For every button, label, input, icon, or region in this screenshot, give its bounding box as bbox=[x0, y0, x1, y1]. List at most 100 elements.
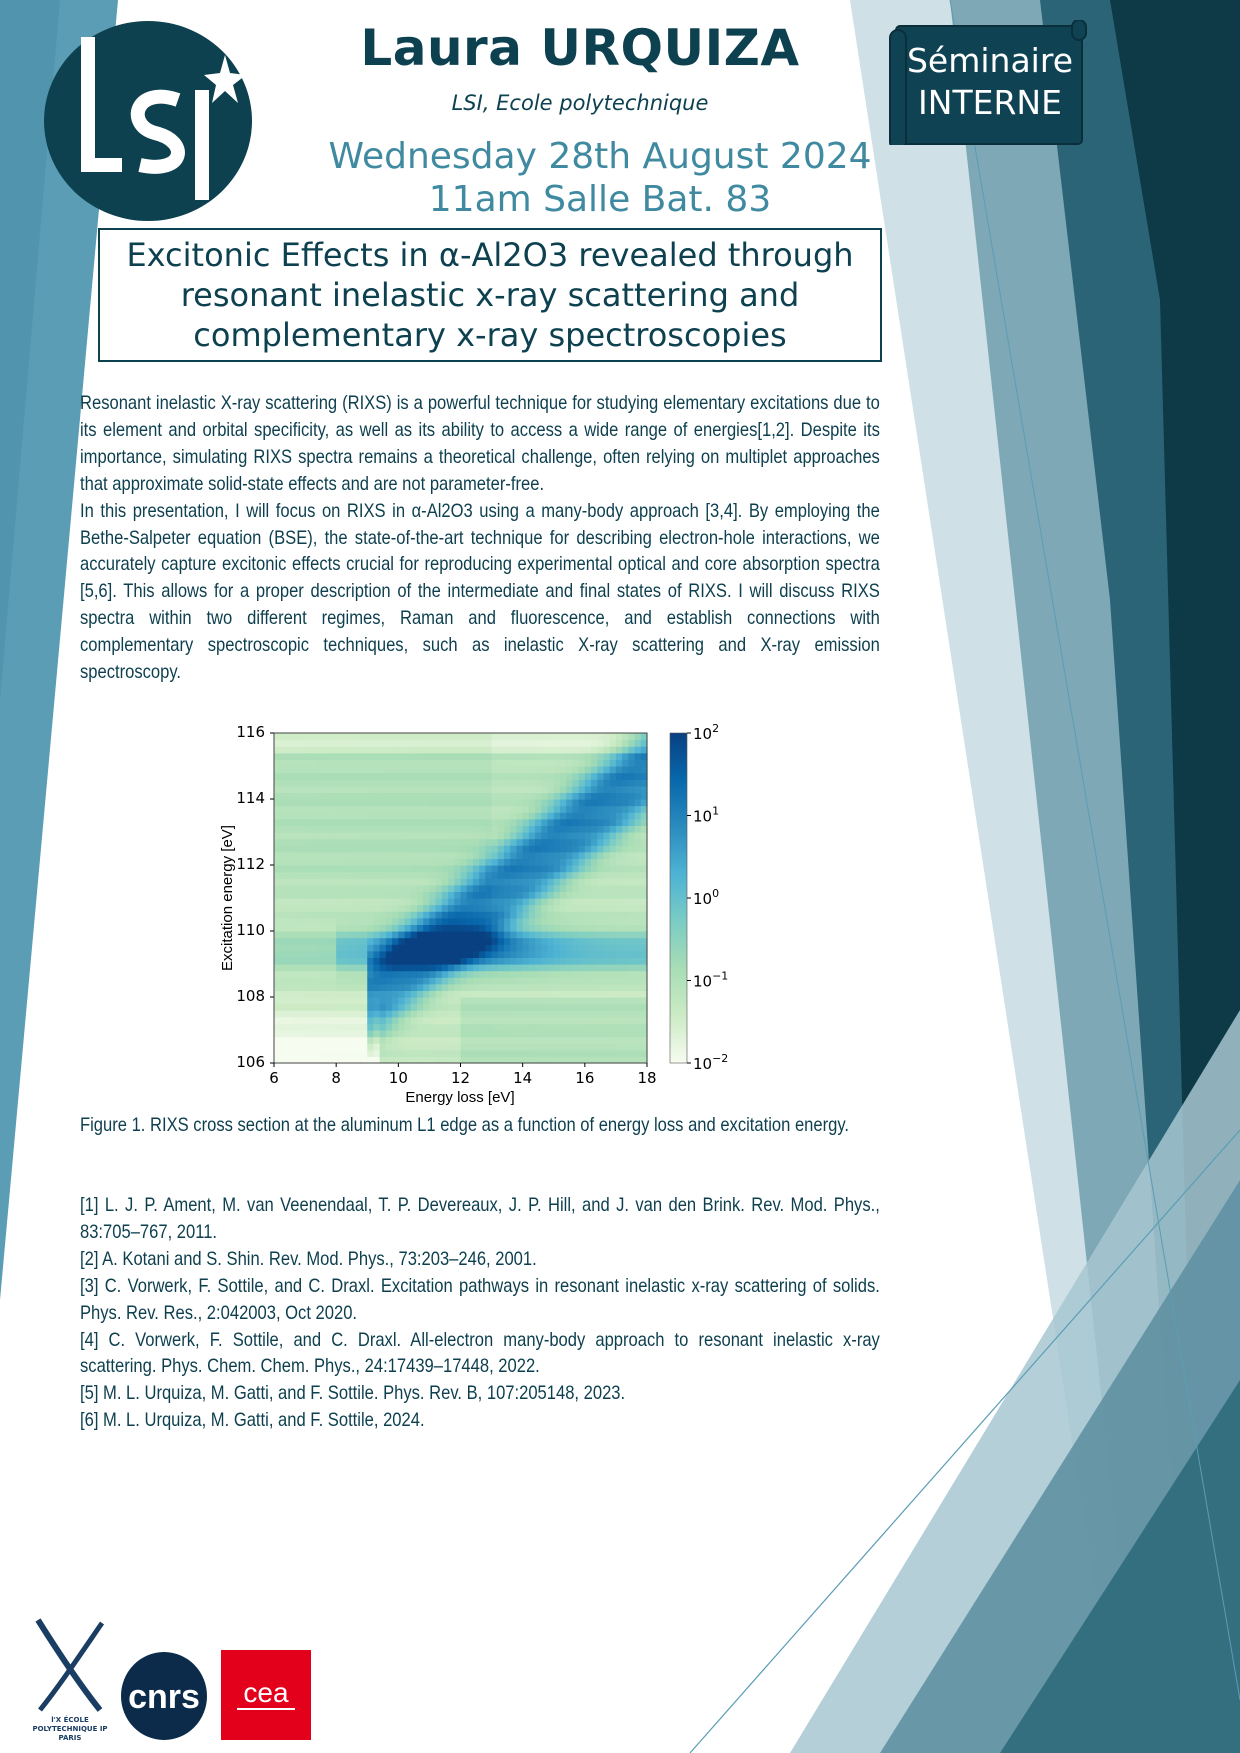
heatmap-cell bbox=[479, 898, 486, 906]
heatmap-cell bbox=[497, 733, 505, 741]
heatmap-cell bbox=[541, 997, 549, 1005]
heatmap-cell bbox=[423, 1003, 431, 1011]
heatmap-cell bbox=[429, 904, 437, 912]
heatmap-cell bbox=[584, 792, 592, 800]
colorbar-tick-label: 102 bbox=[693, 722, 719, 743]
heatmap-cell bbox=[541, 1056, 549, 1064]
heatmap-cell bbox=[528, 812, 536, 820]
heatmap-cell bbox=[441, 818, 449, 826]
heatmap-cell bbox=[516, 1056, 524, 1064]
heatmap-cell bbox=[541, 838, 549, 846]
heatmap-cell bbox=[516, 871, 524, 879]
heatmap-cell bbox=[634, 1010, 642, 1018]
heatmap-cell bbox=[615, 845, 623, 853]
heatmap-cell bbox=[423, 884, 431, 892]
heatmap-cell bbox=[553, 838, 561, 846]
heatmap-cell bbox=[510, 970, 518, 978]
heatmap-cell bbox=[510, 911, 518, 919]
heatmap-cell bbox=[441, 752, 449, 760]
heatmap-cell bbox=[597, 957, 605, 965]
heatmap-cell bbox=[504, 825, 511, 833]
heatmap-cell bbox=[323, 818, 331, 826]
heatmap-cell bbox=[572, 838, 580, 846]
heatmap-cell bbox=[280, 970, 288, 978]
heatmap-cell bbox=[485, 865, 493, 873]
heatmap-cell bbox=[597, 865, 605, 873]
heatmap-cell bbox=[547, 871, 555, 879]
heatmap-cell bbox=[423, 944, 431, 952]
heatmap-cell bbox=[522, 812, 530, 820]
heatmap-cell bbox=[609, 772, 617, 780]
heatmap-cell bbox=[640, 858, 648, 866]
heatmap-cell bbox=[410, 1036, 418, 1044]
heatmap-cell bbox=[522, 983, 530, 991]
heatmap-cell bbox=[274, 944, 281, 952]
heatmap-cell bbox=[584, 1036, 592, 1044]
heatmap-cell bbox=[566, 818, 573, 826]
heatmap-cell bbox=[516, 772, 524, 780]
heatmap-cell bbox=[597, 851, 605, 859]
heatmap-cell bbox=[634, 957, 642, 965]
heatmap-cell bbox=[491, 818, 499, 826]
heatmap-cell bbox=[510, 1030, 518, 1038]
heatmap-cell bbox=[286, 911, 294, 919]
heatmap-cell bbox=[298, 766, 306, 774]
heatmap-cell bbox=[292, 746, 300, 754]
heatmap-cell bbox=[348, 911, 356, 919]
heatmap-cell bbox=[497, 917, 505, 925]
heatmap-cell bbox=[497, 1010, 505, 1018]
heatmap-cell bbox=[615, 950, 623, 958]
heatmap-cell bbox=[323, 931, 331, 939]
heatmap-cell bbox=[354, 891, 362, 899]
heatmap-cell bbox=[460, 983, 468, 991]
heatmap-cell bbox=[535, 752, 542, 760]
heatmap-cell bbox=[603, 792, 611, 800]
heatmap-cell bbox=[280, 746, 288, 754]
reference-item: [2] A. Kotani and S. Shin. Rev. Mod. Phy… bbox=[80, 1247, 537, 1270]
heatmap-cell bbox=[392, 911, 399, 919]
heatmap-cell bbox=[603, 785, 611, 793]
heatmap-cell bbox=[622, 1030, 629, 1038]
heatmap-cell bbox=[541, 799, 549, 807]
heatmap-cell bbox=[317, 1030, 325, 1038]
heatmap-cell bbox=[504, 983, 511, 991]
heatmap-cell bbox=[329, 937, 337, 945]
heatmap-cell bbox=[429, 957, 437, 965]
heatmap-cell bbox=[485, 891, 493, 899]
heatmap-cell bbox=[280, 792, 288, 800]
heatmap-cell bbox=[286, 924, 294, 932]
heatmap-cell bbox=[584, 799, 592, 807]
heatmap-cell bbox=[348, 865, 356, 873]
heatmap-cell bbox=[286, 779, 294, 787]
heatmap-cell bbox=[497, 792, 505, 800]
heatmap-cell bbox=[460, 937, 468, 945]
heatmap-cell bbox=[379, 1036, 387, 1044]
heatmap-cell bbox=[367, 924, 375, 932]
heatmap-cell bbox=[559, 1030, 567, 1038]
heatmap-cell bbox=[429, 792, 437, 800]
heatmap-cell bbox=[298, 917, 306, 925]
heatmap-cell bbox=[292, 997, 300, 1005]
heatmap-cell bbox=[479, 1043, 486, 1051]
heatmap-cell bbox=[497, 832, 505, 840]
heatmap-cell bbox=[528, 772, 536, 780]
heatmap-cell bbox=[336, 838, 343, 846]
heatmap-cell bbox=[460, 759, 468, 767]
heatmap-cell bbox=[466, 832, 474, 840]
heatmap-cell bbox=[491, 739, 499, 747]
heatmap-cell bbox=[379, 1030, 387, 1038]
seminar-badge-text: Séminaire INTERNE bbox=[900, 40, 1080, 124]
talk-title-line: Excitonic Effects in α-Al2O3 revealed th… bbox=[126, 236, 854, 274]
heatmap-cell bbox=[528, 838, 536, 846]
heatmap-cell bbox=[410, 858, 418, 866]
colorbar-tick-label: 100 bbox=[693, 887, 719, 908]
heatmap-cell bbox=[323, 1003, 331, 1011]
heatmap-cell bbox=[342, 924, 350, 932]
heatmap-cell bbox=[398, 766, 406, 774]
heatmap-cell bbox=[311, 871, 319, 879]
heatmap-cell bbox=[404, 1043, 412, 1051]
heatmap-cell bbox=[591, 752, 598, 760]
heatmap-cell bbox=[429, 746, 437, 754]
heatmap-cell bbox=[385, 851, 393, 859]
heatmap-cell bbox=[448, 931, 455, 939]
